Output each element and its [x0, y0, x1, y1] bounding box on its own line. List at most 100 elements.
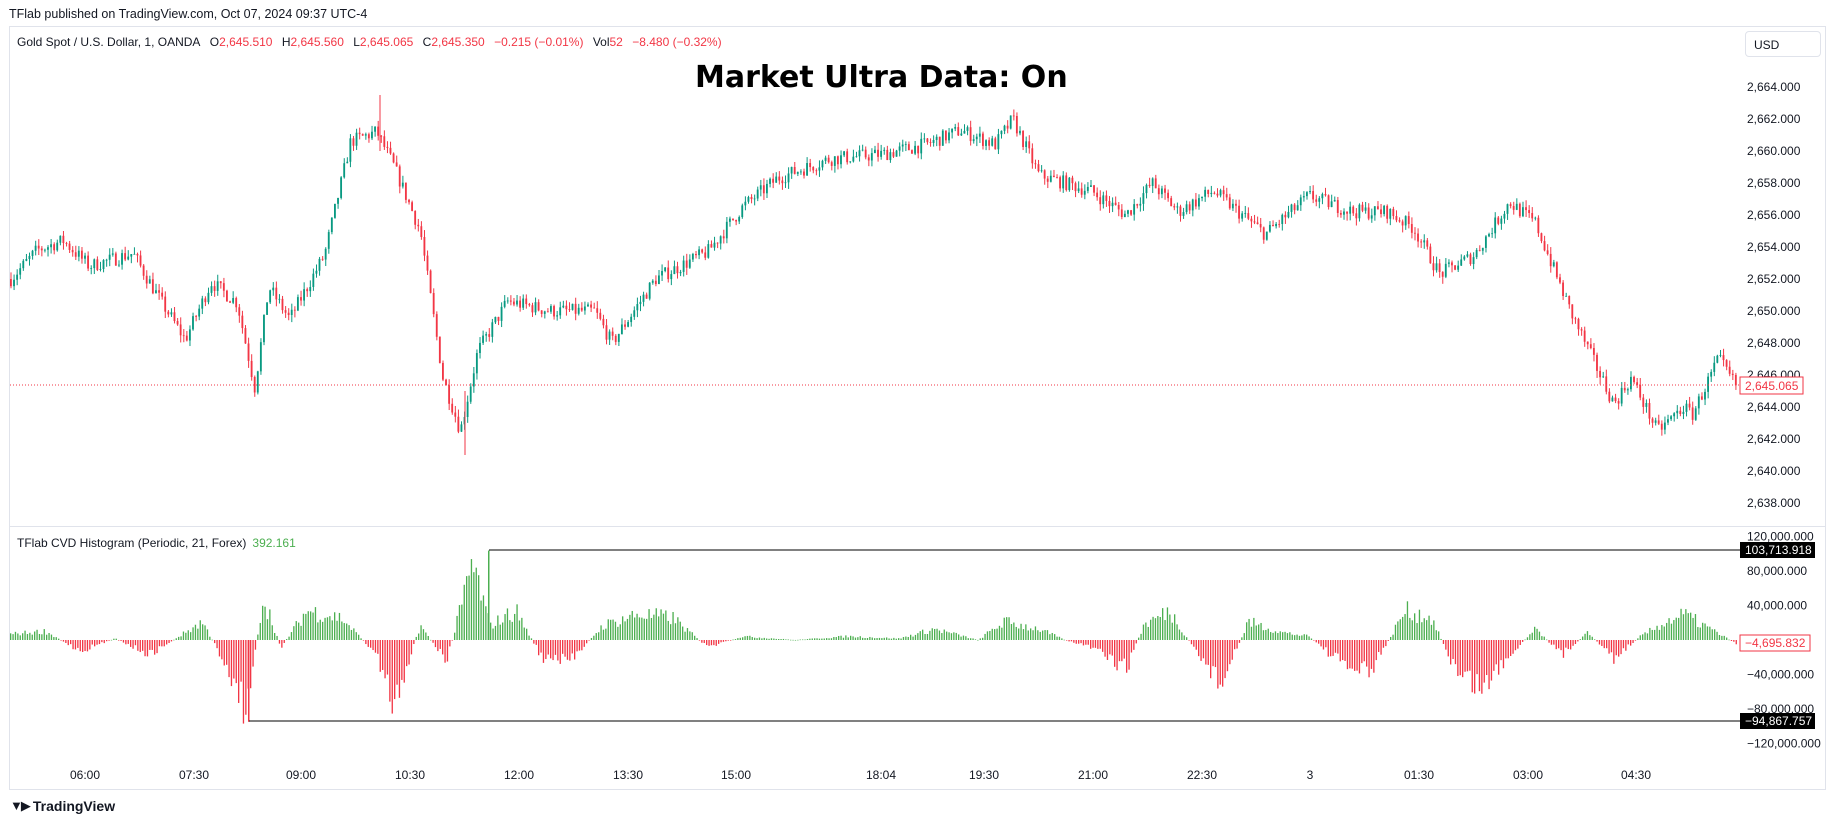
histogram-bar	[1414, 613, 1416, 640]
histogram-bar	[1094, 640, 1097, 648]
histogram-bar	[814, 638, 816, 640]
candle-body	[778, 176, 781, 181]
candle-body	[611, 331, 614, 336]
histogram-bar	[1111, 640, 1113, 656]
price-axis[interactable]: 2,664.000 2,662.000 2,660.000 2,658.000 2,65…	[1747, 80, 1801, 510]
histogram-bar	[994, 629, 996, 640]
candle-body	[148, 279, 151, 284]
histogram-bar	[1536, 628, 1538, 640]
candle-body	[1648, 403, 1651, 419]
histogram-bar	[1483, 640, 1485, 683]
candle-body	[438, 336, 441, 363]
histogram-bar	[290, 632, 293, 640]
histogram-bar	[1673, 620, 1675, 640]
candle-body	[31, 250, 34, 256]
cvd-indicator-legend[interactable]: TFlab CVD Histogram (Periodic, 21, Forex…	[17, 536, 296, 550]
histogram-bar	[1409, 617, 1411, 640]
cvd-axis[interactable]: 120,000.000 80,000.000 40,000.000 −40,000.0…	[1747, 530, 1821, 751]
symbol-name[interactable]: Gold Spot / U.S. Dollar, 1, OANDA	[17, 35, 201, 49]
histogram-bar	[1109, 640, 1111, 655]
candle-body	[195, 316, 197, 317]
histogram-bar	[1318, 640, 1320, 644]
histogram-bar	[600, 625, 602, 640]
candle-body	[753, 198, 756, 200]
histogram-bar	[149, 640, 151, 650]
candle-body	[732, 218, 734, 220]
candle-body	[870, 153, 873, 161]
histogram-bar	[562, 640, 564, 654]
candle-body	[1364, 207, 1367, 211]
currency-selector[interactable]: USD	[1745, 31, 1821, 57]
candle-body	[1040, 170, 1043, 172]
cvd-indicator-title[interactable]: TFlab CVD Histogram (Periodic, 21, Forex…	[17, 536, 247, 550]
time-axis-label: 13:30	[613, 768, 643, 782]
histogram-bar	[1303, 634, 1305, 640]
histogram-bar	[682, 626, 684, 640]
cvd-axis-label: −120,000.000	[1747, 737, 1821, 751]
histogram-bar	[907, 636, 909, 640]
histogram-bar	[1258, 624, 1260, 640]
histogram-bar	[1265, 629, 1267, 640]
histogram-bar	[1613, 640, 1615, 664]
histogram-bar	[389, 640, 391, 702]
time-axis[interactable]: 06:00 07:30 09:00 10:30 12:00 13:30 15:00 18:04…	[70, 768, 1651, 782]
histogram-bar	[350, 629, 353, 640]
histogram-bar	[1594, 639, 1596, 640]
histogram-bar	[1733, 640, 1735, 642]
candle-body	[941, 130, 944, 146]
pane-divider[interactable]	[10, 526, 1825, 527]
candle-body	[364, 134, 367, 136]
candle-body	[1136, 204, 1139, 206]
candle-body	[1574, 318, 1577, 320]
histogram-bar	[1462, 640, 1464, 678]
histogram-bar	[619, 624, 621, 640]
candle-body	[1694, 408, 1697, 420]
candle-body	[670, 274, 673, 280]
histogram-bar	[864, 638, 866, 640]
cvd-indicator-value: 392.161	[252, 536, 296, 550]
histogram-bar	[365, 640, 367, 645]
histogram-bar	[1078, 640, 1080, 644]
candle-body	[1358, 204, 1361, 219]
histogram-bar	[1284, 631, 1286, 640]
candle-body	[488, 334, 491, 337]
symbol-legend[interactable]: Gold Spot / U.S. Dollar, 1, OANDA O2,645…	[17, 35, 722, 49]
histogram-bar	[360, 638, 362, 640]
candle-body	[1451, 262, 1453, 266]
histogram-bar	[1334, 640, 1337, 653]
candle-body	[90, 268, 93, 269]
tradingview-logo[interactable]: ▼▶ TradingView	[10, 798, 115, 814]
histogram-bar	[408, 640, 410, 665]
candle-body	[1623, 387, 1626, 391]
candle-body	[1642, 397, 1645, 407]
histogram-bar	[1426, 620, 1428, 640]
candle-body	[1120, 209, 1123, 218]
candle-body	[1494, 217, 1497, 234]
histogram-bar	[358, 634, 360, 640]
histogram-bar	[1087, 640, 1089, 645]
candle-body	[1068, 177, 1071, 191]
candle-body	[1290, 204, 1293, 212]
candle-body	[62, 235, 65, 244]
candle-body	[259, 342, 262, 372]
candle-body	[142, 265, 145, 276]
histogram-bar	[490, 622, 492, 640]
candle-body	[361, 134, 364, 136]
candle-body	[1259, 224, 1262, 228]
histogram-bar	[785, 639, 787, 641]
histogram-bar	[730, 640, 732, 641]
candle-body	[799, 171, 802, 173]
histogram-bar	[194, 624, 197, 640]
histogram-bar	[379, 640, 381, 672]
tradingview-logo-icon: ▼▶	[10, 798, 31, 813]
histogram-bar	[1330, 640, 1332, 657]
candle-body	[105, 259, 108, 261]
histogram-bar	[1639, 635, 1641, 640]
histogram-bar	[514, 613, 516, 640]
candle-body	[1148, 184, 1151, 187]
histogram-bar	[1262, 630, 1265, 640]
histogram-bar	[26, 634, 29, 640]
candle-body	[1546, 250, 1549, 254]
histogram-bar	[518, 620, 521, 640]
